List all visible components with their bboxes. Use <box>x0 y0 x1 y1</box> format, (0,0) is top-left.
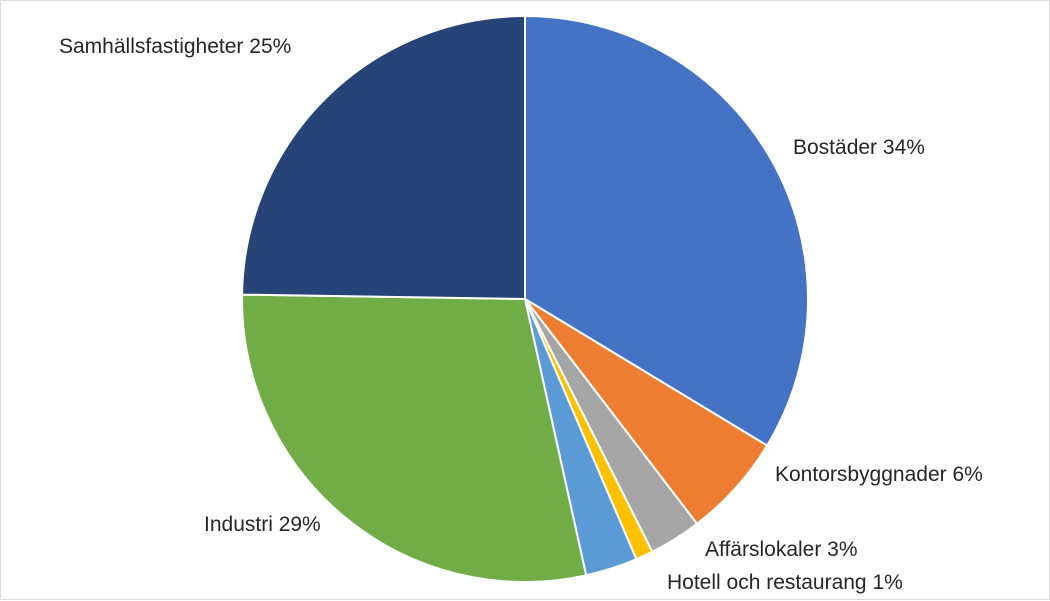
slice-label-affarslokaler: Affärslokaler 3% <box>705 538 858 561</box>
slice-label-industri: Industri 29% <box>204 513 321 536</box>
pie-slice-bostäder <box>524 14 809 447</box>
pie-slice-industri <box>241 293 588 583</box>
pie-slices <box>241 14 809 583</box>
slice-label-hotell-och-restaurang: Hotell och restaurang 1% <box>667 571 903 594</box>
pie-slice-samhällsfastigheter <box>241 14 526 301</box>
slice-label-kontorsbyggnader: Kontorsbyggnader 6% <box>775 463 983 486</box>
slice-label-samhallsfastigheter: Samhällsfastigheter 25% <box>59 35 291 58</box>
slice-label-bostader: Bostäder 34% <box>793 136 925 159</box>
